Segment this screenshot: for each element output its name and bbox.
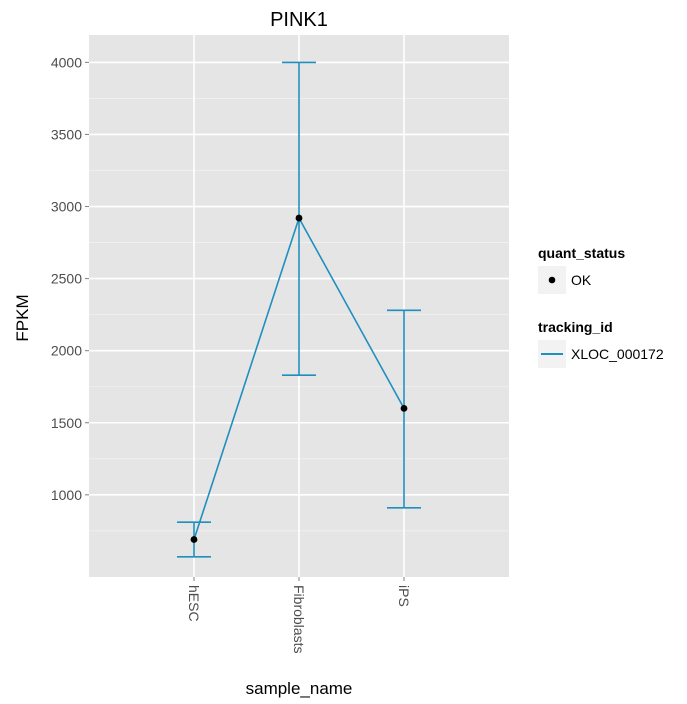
y-tick-label: 2500 xyxy=(51,271,82,287)
y-axis-ticks: 1000 1500 2000 2500 3000 3500 4000 xyxy=(51,54,89,503)
data-point xyxy=(400,404,408,412)
legend-label-xloc-000172: XLOC_000172 xyxy=(571,346,664,362)
legend-title-quant-status: quant_status xyxy=(538,245,625,261)
series-layer xyxy=(177,61,421,558)
y-tick-label: 1500 xyxy=(51,415,82,431)
chart-title: PINK1 xyxy=(270,9,328,31)
legend: quant_status OK tracking_id XLOC_000172 xyxy=(538,245,664,368)
legend-point-key xyxy=(548,276,556,284)
x-tick-label: Fibroblasts xyxy=(291,585,307,653)
legend-label-ok: OK xyxy=(571,272,592,288)
x-axis-ticks: hESC Fibroblasts iPS xyxy=(186,577,412,653)
y-tick-label: 3500 xyxy=(51,126,82,142)
legend-title-tracking-id: tracking_id xyxy=(538,319,613,335)
x-tick-label: hESC xyxy=(186,585,202,622)
y-tick-label: 4000 xyxy=(51,54,82,70)
x-axis-title: sample_name xyxy=(246,679,353,698)
y-axis-title: FPKM xyxy=(13,294,32,341)
data-point xyxy=(295,214,303,222)
y-tick-label: 3000 xyxy=(51,199,82,215)
y-tick-label: 2000 xyxy=(51,343,82,359)
y-tick-label: 1000 xyxy=(51,487,82,503)
x-tick-label: iPS xyxy=(396,585,412,607)
data-point xyxy=(190,536,198,543)
